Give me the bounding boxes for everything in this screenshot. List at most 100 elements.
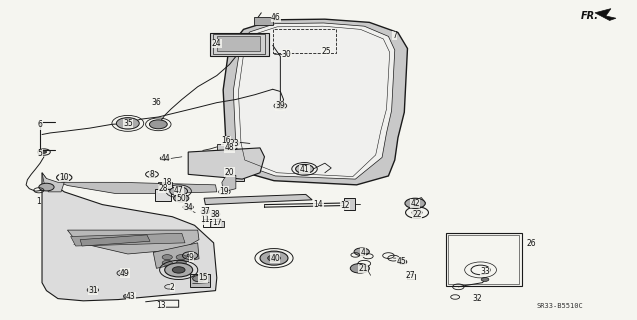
Circle shape xyxy=(150,173,155,176)
Text: 7: 7 xyxy=(392,31,397,40)
Circle shape xyxy=(398,260,407,264)
Text: 45: 45 xyxy=(396,258,406,267)
Text: 18: 18 xyxy=(162,179,172,188)
Bar xyxy=(159,182,173,191)
Bar xyxy=(210,221,224,227)
Circle shape xyxy=(183,204,193,210)
Bar xyxy=(155,189,171,201)
Polygon shape xyxy=(204,195,312,204)
Circle shape xyxy=(124,294,132,299)
Text: 49: 49 xyxy=(120,268,129,278)
Text: 19: 19 xyxy=(220,187,229,196)
Text: 27: 27 xyxy=(405,271,415,280)
Text: 36: 36 xyxy=(152,98,161,107)
Circle shape xyxy=(117,118,140,129)
Circle shape xyxy=(87,287,99,293)
Text: 31: 31 xyxy=(88,286,97,295)
Bar xyxy=(448,235,519,284)
Text: 5: 5 xyxy=(38,149,43,158)
Text: 26: 26 xyxy=(527,239,536,248)
Text: 20: 20 xyxy=(225,168,234,177)
Text: 25: 25 xyxy=(321,46,331,56)
Circle shape xyxy=(211,212,220,216)
Circle shape xyxy=(354,248,369,256)
Circle shape xyxy=(176,255,186,260)
Text: 10: 10 xyxy=(59,173,69,182)
Circle shape xyxy=(170,187,187,196)
Circle shape xyxy=(120,272,125,274)
Text: 40: 40 xyxy=(270,254,280,263)
Text: 23: 23 xyxy=(230,139,240,148)
Text: 41: 41 xyxy=(299,165,310,174)
Polygon shape xyxy=(223,19,408,185)
Circle shape xyxy=(39,183,54,191)
Polygon shape xyxy=(222,175,236,192)
Bar xyxy=(210,33,269,56)
Polygon shape xyxy=(595,9,616,20)
Circle shape xyxy=(162,260,173,266)
Text: SR33-B5510C: SR33-B5510C xyxy=(536,303,583,309)
Text: 15: 15 xyxy=(198,273,208,282)
Polygon shape xyxy=(188,148,264,179)
Circle shape xyxy=(229,141,240,146)
Bar xyxy=(190,274,210,287)
Polygon shape xyxy=(42,173,217,301)
Text: 38: 38 xyxy=(211,210,220,219)
Polygon shape xyxy=(233,23,395,179)
Bar xyxy=(213,34,265,54)
Circle shape xyxy=(187,254,193,257)
Circle shape xyxy=(61,176,68,179)
Polygon shape xyxy=(80,235,150,246)
Polygon shape xyxy=(154,243,199,268)
Bar xyxy=(446,233,522,286)
Text: 16: 16 xyxy=(222,136,231,145)
Bar xyxy=(254,17,273,25)
Circle shape xyxy=(150,120,168,129)
Circle shape xyxy=(296,164,313,173)
Text: 47: 47 xyxy=(174,186,183,195)
Text: 8: 8 xyxy=(150,170,154,179)
Text: 17: 17 xyxy=(212,218,222,227)
Text: 9: 9 xyxy=(189,253,194,262)
Text: 50: 50 xyxy=(176,194,186,203)
Circle shape xyxy=(350,264,369,273)
Bar xyxy=(203,219,220,227)
Text: 12: 12 xyxy=(340,201,350,210)
Text: 37: 37 xyxy=(201,207,210,216)
Text: 22: 22 xyxy=(412,210,422,219)
Bar xyxy=(276,103,284,108)
Polygon shape xyxy=(68,230,199,254)
Circle shape xyxy=(162,255,173,260)
Polygon shape xyxy=(61,182,217,194)
Circle shape xyxy=(41,151,47,153)
Text: 30: 30 xyxy=(282,50,292,59)
Circle shape xyxy=(260,251,288,265)
Text: FR.: FR. xyxy=(580,11,598,21)
Bar xyxy=(273,29,336,53)
Text: 3: 3 xyxy=(225,140,231,148)
Polygon shape xyxy=(71,233,185,246)
Text: 2: 2 xyxy=(170,283,175,292)
Text: 35: 35 xyxy=(123,119,132,128)
Text: 34: 34 xyxy=(183,203,193,212)
Circle shape xyxy=(173,195,189,202)
Text: 14: 14 xyxy=(313,200,324,209)
Circle shape xyxy=(412,210,422,215)
Text: 28: 28 xyxy=(158,184,168,193)
Text: 11: 11 xyxy=(201,215,210,224)
Circle shape xyxy=(173,267,185,273)
Bar xyxy=(344,198,355,210)
Text: 1: 1 xyxy=(36,197,41,206)
Circle shape xyxy=(481,277,489,281)
Circle shape xyxy=(192,275,205,282)
Polygon shape xyxy=(42,173,64,192)
Text: 43: 43 xyxy=(126,292,136,301)
Text: 33: 33 xyxy=(480,267,490,276)
Circle shape xyxy=(165,263,192,277)
Bar xyxy=(217,36,260,51)
Text: 46: 46 xyxy=(271,13,281,22)
Circle shape xyxy=(176,260,186,266)
Text: 6: 6 xyxy=(38,120,43,130)
Text: 21: 21 xyxy=(358,264,368,273)
Bar xyxy=(228,171,244,181)
